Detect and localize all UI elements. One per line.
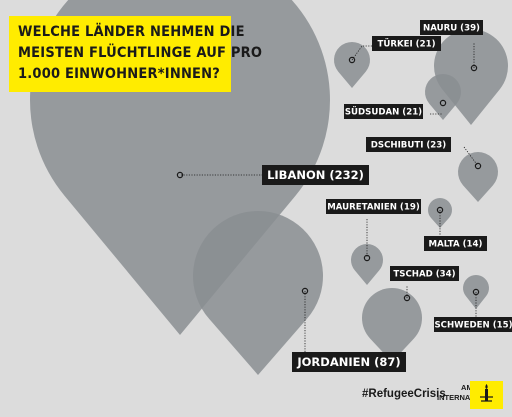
label-malta: MALTA (14) xyxy=(424,236,487,251)
pin-mauretanien xyxy=(351,243,384,285)
pin-südsudan xyxy=(425,74,461,120)
label-box-mauretanien xyxy=(326,199,421,214)
label-jordanien: JORDANIEN (87) xyxy=(292,352,406,372)
label-box-südsudan xyxy=(344,104,423,119)
logo-line-2: INTERNATIONAL xyxy=(437,393,498,402)
label-text-nauru: NAURU (39) xyxy=(423,24,480,34)
title-line-3: 1.000 EINWOHNER*INNEN? xyxy=(18,66,221,82)
pin-türkei xyxy=(334,42,370,88)
label-libanon: LIBANON (232) xyxy=(262,165,369,185)
label-box-nauru xyxy=(420,20,483,35)
label-schweden: SCHWEDEN (15) xyxy=(434,317,512,332)
marker-dot-türkei xyxy=(348,56,356,64)
title-line-1: WELCHE LÄNDER NEHMEN DIE xyxy=(18,24,245,40)
label-dschibuti: DSCHIBUTI (23) xyxy=(366,137,451,152)
label-text-schweden: SCHWEDEN (15) xyxy=(434,321,512,331)
candle-icon xyxy=(480,384,493,402)
pin-dschibuti xyxy=(458,151,498,202)
label-text-jordanien: JORDANIEN (87) xyxy=(296,355,400,369)
marker-dot-nauru xyxy=(470,64,478,72)
label-box-malta xyxy=(424,236,487,251)
label-tschad: TSCHAD (34) xyxy=(390,266,459,281)
marker-dot-tschad xyxy=(403,294,411,302)
marker-dot-jordanien xyxy=(301,287,309,295)
marker-dot-schweden xyxy=(472,288,480,296)
label-box-jordanien xyxy=(292,352,406,372)
label-text-türkei: TÜRKEI (21) xyxy=(378,39,436,50)
marker-dot-libanon xyxy=(176,171,184,179)
label-text-mauretanien: MAURETANIEN (19) xyxy=(327,203,420,213)
amnesty-candle-logo xyxy=(470,381,503,409)
label-box-libanon xyxy=(262,165,369,185)
label-nauru: NAURU (39) xyxy=(420,20,483,35)
hashtag: #RefugeeCrisis xyxy=(362,388,446,400)
label-text-tschad: TSCHAD (34) xyxy=(393,270,455,280)
label-südsudan: SÜDSUDAN (21) xyxy=(344,104,423,119)
label-türkei: TÜRKEI (21) xyxy=(372,36,441,51)
marker-dot-mauretanien xyxy=(363,254,371,262)
label-text-malta: MALTA (14) xyxy=(429,240,483,250)
label-box-dschibuti xyxy=(366,137,451,152)
leader-line-türkei xyxy=(351,45,372,61)
title-box: WELCHE LÄNDER NEHMEN DIE MEISTEN FLÜCHTL… xyxy=(9,16,263,92)
label-box-tschad xyxy=(390,266,459,281)
title-line-2: MEISTEN FLÜCHTLINGE AUF PRO xyxy=(18,45,263,61)
marker-dot-südsudan xyxy=(439,99,447,107)
label-text-dschibuti: DSCHIBUTI (23) xyxy=(371,141,446,151)
label-mauretanien: MAURETANIEN (19) xyxy=(326,199,421,214)
pin-jordanien xyxy=(193,211,324,375)
label-box-türkei xyxy=(372,36,441,51)
marker-dot-malta xyxy=(436,206,444,214)
marker-dot-dschibuti xyxy=(474,162,482,170)
pin-tschad xyxy=(362,288,423,362)
label-box-schweden xyxy=(434,317,512,332)
label-text-libanon: LIBANON (232) xyxy=(267,168,364,182)
label-text-südsudan: SÜDSUDAN (21) xyxy=(345,107,422,118)
labels: LIBANON (232) JORDANIEN (87) NAURU (39) TSC… xyxy=(176,20,512,372)
